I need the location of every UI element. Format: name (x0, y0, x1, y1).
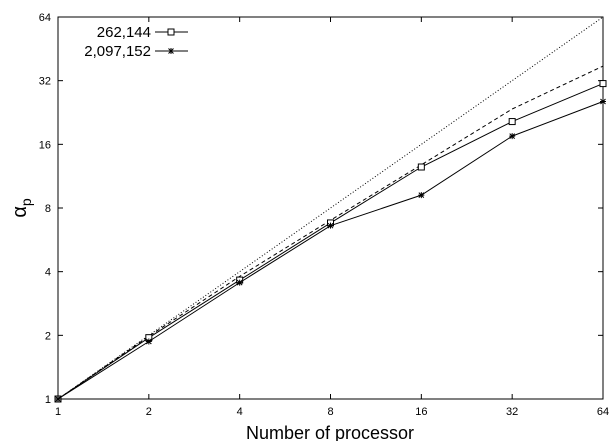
legend-label-2097152: 2,097,152 (84, 43, 151, 60)
x-tick-label: 16 (415, 406, 427, 418)
y-tick-label: 8 (45, 203, 51, 215)
series-point-star (236, 279, 243, 286)
x-axis-ticks: 1 2 4 8 16 32 64 (55, 17, 609, 418)
series-line-1 (57, 16, 604, 400)
x-tick-label: 32 (506, 406, 518, 418)
x-tick-label: 1 (55, 406, 61, 418)
series-point-star (145, 338, 152, 345)
series-line-3 (57, 83, 604, 400)
y-axis-title-symbol: α (9, 206, 31, 218)
y-tick-label: 32 (39, 76, 51, 88)
series-point-star (327, 222, 334, 229)
series-point-square (599, 80, 607, 88)
series-line-4 (57, 101, 604, 400)
legend-marker-star (168, 48, 174, 54)
series-point-star (600, 98, 606, 105)
series-line-2 (57, 65, 604, 400)
x-tick-label: 64 (597, 406, 609, 418)
y-axis-ticks: 1 2 4 8 16 32 64 (39, 12, 603, 406)
y-axis-title-subscript: p (18, 198, 34, 206)
x-axis-title: Number of processor (246, 423, 414, 441)
x-tick-label: 2 (146, 406, 152, 418)
series-point-star (55, 396, 61, 402)
series-point-star (418, 192, 425, 199)
y-tick-label: 4 (45, 267, 51, 279)
y-axis-title: αp (9, 198, 34, 218)
series-point-square (508, 118, 516, 126)
y-tick-label: 1 (45, 394, 51, 406)
y-tick-label: 64 (39, 12, 51, 24)
y-tick-label: 16 (39, 139, 51, 151)
legend: 262,144 2,097,152 (84, 24, 188, 60)
y-tick-label: 2 (45, 330, 51, 342)
legend-marker-square (167, 28, 175, 36)
legend-label-262144: 262,144 (97, 24, 151, 41)
series-layer (54, 16, 607, 403)
series-point-square (417, 163, 425, 171)
x-tick-label: 8 (327, 406, 333, 418)
series-point-star (509, 133, 516, 140)
x-tick-label: 4 (237, 406, 243, 418)
